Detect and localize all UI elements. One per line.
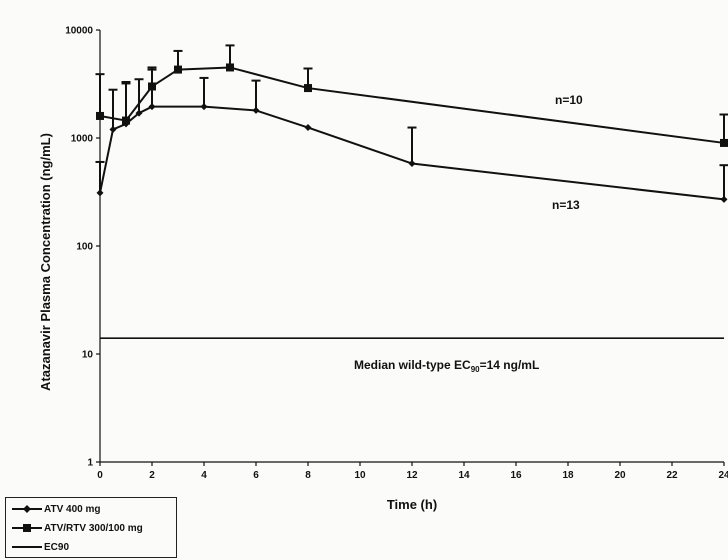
x-tick-label: 20: [614, 470, 626, 481]
x-tick-label: 24: [718, 470, 728, 481]
atv-400-mg-point: [408, 160, 416, 168]
annotation-n10: n=10: [555, 93, 583, 107]
y-axis-ticks: 1 10 100 1000 10000: [65, 26, 100, 469]
atv-400-mg-line: [99, 105, 725, 201]
atv-rtv-300-100-mg-point: [226, 63, 234, 72]
x-tick-label: 18: [562, 470, 574, 481]
legend-item-atv-rtv: ATV/RTV 300/100 mg: [12, 519, 143, 537]
annotation-ec90-suffix: =14 ng/mL: [480, 358, 540, 372]
y-axis-title: Atazanavir Plasma Concentration (ng/mL): [38, 133, 53, 391]
x-tick-label: 16: [510, 470, 522, 481]
atv-rtv-300-100-mg-point: [148, 82, 156, 91]
atv-rtv-300-100-mg-point: [720, 138, 728, 147]
legend-diamond-line-icon: [12, 505, 42, 513]
atv-400-mg-point: [304, 124, 312, 132]
y-tick-label: 1000: [71, 134, 94, 145]
legend-item-ec90: EC90: [12, 538, 69, 556]
atv-400-mg-point: [200, 103, 208, 111]
atv-400-mg-point: [720, 195, 728, 203]
atv-rtv-300-100-mg-point: [122, 116, 130, 125]
atv-rtv-300-100-mg-point: [304, 84, 312, 93]
legend-label-atv: ATV 400 mg: [44, 503, 101, 515]
x-tick-label: 6: [253, 470, 259, 481]
legend-item-atv: ATV 400 mg: [12, 500, 101, 518]
annotation-ec90: Median wild-type EC90=14 ng/mL: [354, 358, 539, 374]
annotation-ec90-prefix: Median wild-type EC: [354, 358, 471, 372]
atv-rtv-300-100-mg-point: [174, 65, 182, 74]
atv-400-mg-point: [252, 106, 260, 114]
x-tick-label: 2: [149, 470, 155, 481]
x-axis-ticks: 0 2 4 6 8 10 12 14 16 18 20 22 24: [97, 462, 728, 481]
x-tick-label: 14: [458, 470, 470, 481]
atv-400-mg-point: [109, 125, 117, 133]
x-tick-label: 10: [354, 470, 366, 481]
atv-400-mg-point: [135, 109, 143, 117]
legend-label-atv-rtv: ATV/RTV 300/100 mg: [44, 522, 143, 534]
annotation-n13: n=13: [552, 198, 580, 212]
y-tick-label: 10000: [65, 26, 93, 37]
x-axis-title: Time (h): [387, 497, 437, 512]
x-tick-label: 8: [305, 470, 311, 481]
atv-400-mg-point: [148, 103, 156, 111]
y-tick-label: 1: [87, 458, 93, 469]
annotation-ec90-subscript: 90: [471, 365, 480, 374]
plot-area: [95, 44, 728, 340]
x-tick-label: 0: [97, 470, 103, 481]
legend-plain-line-icon: [12, 546, 42, 548]
x-tick-label: 12: [406, 470, 418, 481]
legend: ATV 400 mg ATV/RTV 300/100 mg EC90: [5, 497, 177, 558]
legend-square-line-icon: [12, 524, 42, 532]
x-tick-label: 22: [666, 470, 678, 481]
x-tick-label: 4: [201, 470, 207, 481]
y-tick-label: 10: [82, 350, 94, 361]
legend-label-ec90: EC90: [44, 541, 70, 553]
y-tick-label: 100: [76, 242, 93, 253]
